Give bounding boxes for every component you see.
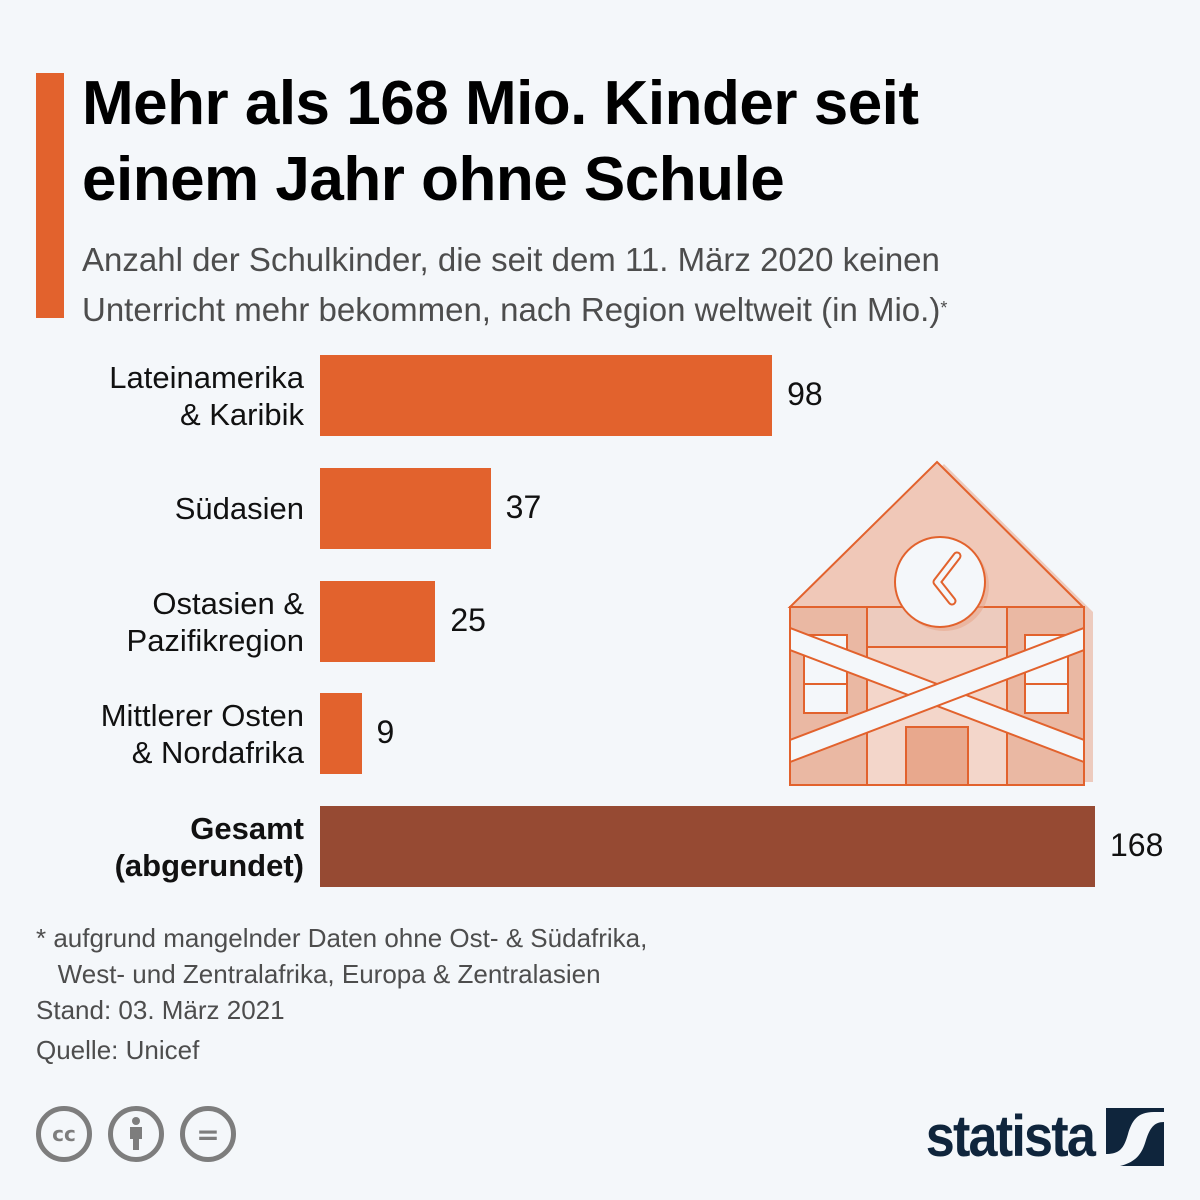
statista-logo-mark-icon [1106, 1107, 1164, 1166]
value-label: 168 [1110, 826, 1164, 863]
no-derivatives-icon[interactable]: = [180, 1106, 236, 1162]
bar-total [320, 806, 1095, 887]
bar [320, 581, 436, 662]
bar [320, 468, 491, 549]
title-line-2: einem Jahr ohne Schule [82, 145, 785, 214]
category-label-line: Gesamt [190, 810, 304, 846]
clock-icon [894, 536, 989, 631]
title-accent-bar [36, 73, 64, 318]
category-label-line: Pazifikregion [126, 622, 304, 658]
category-label-line: Lateinamerika [109, 359, 304, 395]
person-glyph [130, 1117, 142, 1150]
category-label-line: Südasien [174, 491, 304, 526]
source: Quelle: Unicef [36, 1035, 200, 1065]
category-label: Mittlerer Osten & Nordafrika [101, 697, 304, 771]
category-label-line: Ostasien & [152, 585, 304, 621]
value-label: 37 [505, 488, 542, 525]
attribution-icon[interactable] [108, 1106, 164, 1162]
subtitle-line-2-text: Unterricht mehr bekommen, nach Region we… [82, 291, 941, 328]
subtitle-line-1: Anzahl der Schulkinder, die seit dem 11.… [82, 241, 940, 278]
statista-logo-text: statista [925, 1104, 1096, 1169]
value-label: 9 [376, 713, 395, 750]
value-label: 25 [450, 601, 486, 638]
bar [320, 693, 362, 774]
category-label-line: Mittlerer Osten [100, 697, 304, 733]
value-label: 98 [787, 375, 823, 412]
statista-logo[interactable]: statista [907, 1103, 1164, 1170]
title-line-1: Mehr als 168 Mio. Kinder seit [82, 69, 919, 138]
footnote-text-2: West- und Zentralafrika, Europa & Zentra… [36, 959, 601, 989]
bar [320, 355, 773, 436]
footnote-text-1: * aufgrund mangelnder Daten ohne Ost- & … [36, 923, 648, 953]
crossed-tape [789, 626, 1085, 764]
footnote-marker: * [940, 298, 948, 318]
subtitle-line-2: Unterricht mehr bekommen, nach Region we… [82, 285, 1182, 335]
category-label: Ostasien & Pazifikregion [127, 585, 304, 659]
category-label: Lateinamerika & Karibik [109, 359, 304, 433]
category-label-line: & Nordafrika [131, 734, 304, 770]
closed-school-icon [787, 460, 1093, 786]
category-label-line: & Karibik [179, 396, 304, 432]
cc-icon-label: cc [52, 1122, 76, 1146]
category-label: Gesamt (abgerundet) [115, 810, 304, 884]
chart-title: Mehr als 168 Mio. Kinder seit einem Jahr… [82, 66, 1182, 218]
category-label-line: (abgerundet) [114, 847, 304, 883]
date-stand: Stand: 03. März 2021 [36, 995, 285, 1025]
nd-icon-label: = [196, 1117, 220, 1151]
footnotes: * aufgrund mangelnder Daten ohne Ost- & … [36, 920, 647, 1068]
category-label: Südasien [175, 490, 304, 527]
cc-icon[interactable]: cc [36, 1106, 92, 1162]
chart-subtitle: Anzahl der Schulkinder, die seit dem 11.… [82, 235, 1182, 335]
